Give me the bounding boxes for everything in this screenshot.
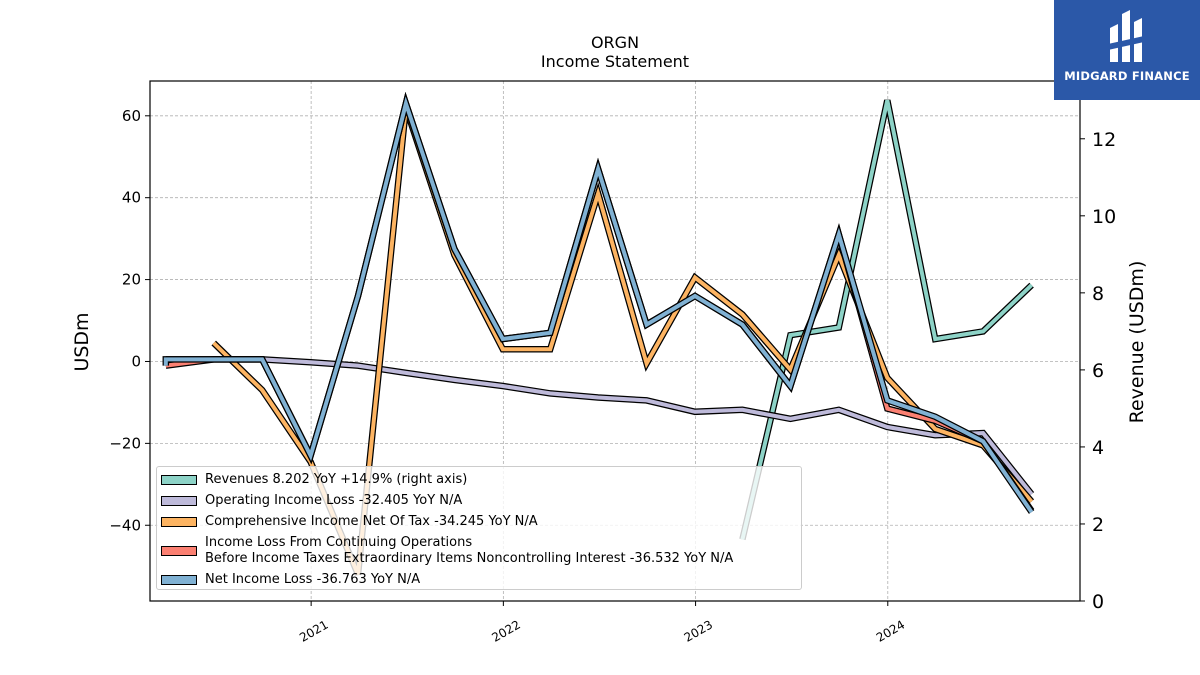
y-tick-label-right: 12 [1092, 129, 1116, 151]
y-tick-label-right: 8 [1092, 283, 1104, 305]
legend-label-comprehensive-income: Comprehensive Income Net Of Tax -34.245 … [205, 514, 538, 529]
legend-item-pretax-income: Income Loss From Continuing Operations B… [161, 535, 733, 567]
legend-label-pretax-line1: Income Loss From Continuing Operations [205, 535, 473, 550]
x-tick-label: 2024 [874, 617, 907, 644]
y-tick-label-left: −40 [109, 516, 141, 534]
midgard-logo-icon [1108, 10, 1144, 62]
legend-item-operating-income: Operating Income Loss -32.405 YoY N/A [161, 493, 462, 509]
y-tick-label-left: 0 [131, 352, 141, 370]
y-axis-label-right: Revenue (USDm) [1126, 260, 1148, 424]
y-tick-label-left: 20 [122, 271, 141, 289]
legend-label-operating-income: Operating Income Loss -32.405 YoY N/A [205, 493, 463, 508]
legend-label-net-income: Net Income Loss -36.763 YoY N/A [205, 572, 421, 587]
y-tick-label-right: 6 [1092, 360, 1104, 382]
y-tick-label-left: 40 [122, 189, 141, 207]
legend-swatch-comprehensive-income [161, 517, 197, 527]
legend-item-net-income: Net Income Loss -36.763 YoY N/A [161, 572, 420, 588]
chart-legend: Revenues 8.202 YoY +14.9% (right axis) O… [156, 466, 802, 590]
series-line-revenues [740, 99, 1033, 540]
x-tick-label: 2021 [297, 617, 330, 644]
legend-swatch-net-income [161, 575, 197, 585]
x-tick-label: 2023 [682, 617, 715, 644]
brand-logo: MIDGARD FINANCE [1054, 0, 1200, 100]
series-line-operating-income-loss [165, 357, 1034, 496]
y-tick-label-right: 0 [1092, 591, 1104, 613]
legend-swatch-pretax-income [161, 546, 197, 556]
legend-label-revenues: Revenues 8.202 YoY +14.9% (right axis) [205, 472, 468, 487]
y-axis-label-left: USDm [71, 312, 93, 372]
legend-label-pretax-income: Income Loss From Continuing Operations B… [205, 535, 733, 567]
y-tick-label-right: 4 [1092, 437, 1104, 459]
y-tick-label-right: 10 [1092, 206, 1116, 228]
legend-item-comprehensive-income: Comprehensive Income Net Of Tax -34.245 … [161, 514, 538, 530]
y-tick-label-left: 60 [122, 107, 141, 125]
y-tick-label-right: 2 [1092, 514, 1104, 536]
series-line-net-income-loss [163, 96, 1034, 514]
legend-swatch-revenues [161, 475, 197, 485]
x-tick-label: 2022 [489, 617, 522, 644]
brand-name: MIDGARD FINANCE [1064, 69, 1190, 83]
chart-subtitle: Income Statement [540, 52, 690, 71]
legend-label-pretax-line2: Before Income Taxes Extraordinary Items … [205, 551, 734, 566]
plot-frame [149, 80, 1081, 602]
chart-title: ORGN [590, 33, 640, 52]
y-tick-label-left: −20 [109, 434, 141, 452]
legend-item-revenues: Revenues 8.202 YoY +14.9% (right axis) [161, 472, 467, 488]
legend-swatch-operating-income [161, 496, 197, 506]
